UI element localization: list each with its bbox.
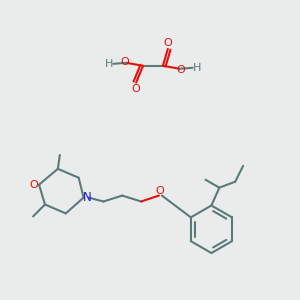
- Text: O: O: [164, 38, 172, 48]
- Text: O: O: [176, 65, 185, 75]
- Text: O: O: [121, 57, 130, 67]
- Text: H: H: [192, 63, 201, 73]
- Text: O: O: [30, 180, 38, 190]
- Text: O: O: [155, 186, 164, 196]
- Text: O: O: [132, 84, 140, 94]
- Text: H: H: [105, 59, 114, 69]
- Text: N: N: [83, 191, 92, 204]
